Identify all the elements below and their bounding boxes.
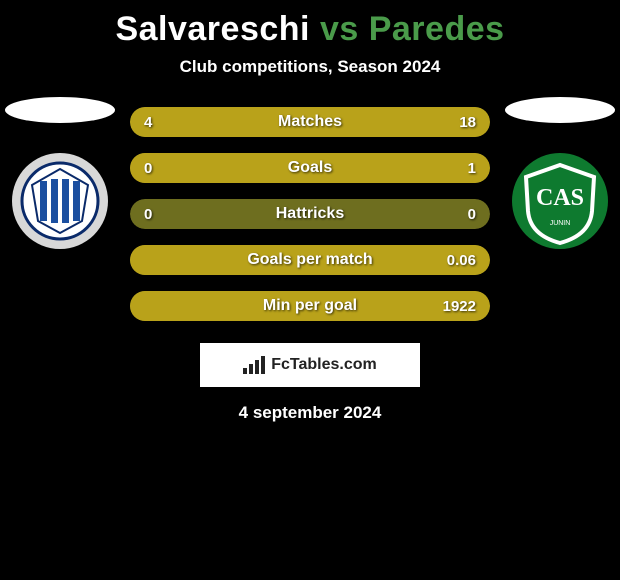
stat-bars: 4Matches180Goals10Hattricks0Goals per ma… bbox=[130, 107, 490, 337]
chart-icon-bar bbox=[243, 368, 247, 374]
stat-row: 0Hattricks0 bbox=[130, 199, 490, 229]
chart-icon-bar bbox=[255, 360, 259, 374]
page-title: Salvareschi vs Paredes bbox=[0, 0, 620, 49]
date-text: 4 september 2024 bbox=[0, 403, 620, 423]
stat-row: Min per goal1922 bbox=[130, 291, 490, 321]
subtitle: Club competitions, Season 2024 bbox=[0, 57, 620, 77]
stat-right-value: 0 bbox=[468, 206, 476, 223]
chart-icon-bar bbox=[249, 364, 253, 374]
stat-label: Goals per match bbox=[130, 251, 490, 269]
stat-right-value: 1922 bbox=[443, 298, 476, 315]
player2-name: Paredes bbox=[369, 10, 505, 48]
comparison-infographic: Salvareschi vs Paredes Club competitions… bbox=[0, 0, 620, 440]
chart-bars-icon bbox=[243, 356, 265, 374]
stat-right-value: 0.06 bbox=[447, 252, 476, 269]
branding-text: FcTables.com bbox=[271, 356, 377, 374]
stat-right-value: 18 bbox=[459, 114, 476, 131]
branding-box: FcTables.com bbox=[200, 343, 420, 387]
stat-right-value: 1 bbox=[468, 160, 476, 177]
stat-label: Matches bbox=[130, 113, 490, 131]
chart-icon-bar bbox=[261, 356, 265, 374]
left-club-crest bbox=[10, 151, 110, 251]
svg-text:CAS: CAS bbox=[536, 185, 584, 211]
right-marker-ellipse bbox=[505, 97, 615, 123]
vs-text: vs bbox=[320, 10, 359, 48]
stat-row: Goals per match0.06 bbox=[130, 245, 490, 275]
right-player-column: CAS JUNIN bbox=[500, 97, 620, 251]
stat-row: 4Matches18 bbox=[130, 107, 490, 137]
left-marker-ellipse bbox=[5, 97, 115, 123]
svg-text:JUNIN: JUNIN bbox=[550, 220, 571, 227]
left-player-column bbox=[0, 97, 120, 251]
stat-label: Goals bbox=[130, 159, 490, 177]
godoy-cruz-crest-icon bbox=[10, 151, 110, 251]
player1-name: Salvareschi bbox=[115, 10, 310, 48]
right-club-crest: CAS JUNIN bbox=[510, 151, 610, 251]
stat-row: 0Goals1 bbox=[130, 153, 490, 183]
stat-label: Hattricks bbox=[130, 205, 490, 223]
stat-label: Min per goal bbox=[130, 297, 490, 315]
main-panel: CAS JUNIN 4Matches180Goals10Hattricks0Go… bbox=[0, 107, 620, 337]
sarmiento-crest-icon: CAS JUNIN bbox=[510, 151, 610, 251]
